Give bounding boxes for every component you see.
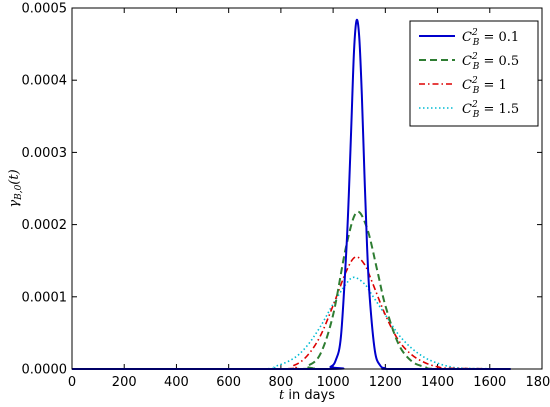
y-tick-label: 0.0004 [22,74,68,89]
y-axis-label-sub: B,0 [14,184,24,200]
y-axis-label-main: γ [7,200,22,208]
x-tick-label: 600 [216,375,241,390]
x-axis-label-rest: in days [284,388,335,403]
x-tick-label: 0 [68,375,76,390]
x-tick-label: 200 [112,375,137,390]
x-tick-label: 1000 [317,375,350,390]
y-tick-label: 0.0005 [22,2,68,17]
y-tick-label: 0.0003 [22,146,68,161]
plot-frame [71,7,543,370]
y-tick-label: 0.0001 [22,290,68,305]
x-tick-label: 400 [164,375,189,390]
x-tick-label: 1400 [421,375,454,390]
y-axis-label-arg: (t) [7,169,22,184]
legend-label: C2 B = 1 [462,76,507,96]
x-tick-label: 1200 [369,375,402,390]
series-line [72,210,511,371]
y-axis-label: γB,0(t) [7,169,24,207]
series-line [72,276,511,370]
series-layer [72,18,511,371]
legend-items: C2 B = 0.1 C2 B = 0.5 C2 B = 1 C2 B = 1.5 [419,28,519,120]
x-axis-label-var: t [279,388,285,403]
x-tick-label: 800 [268,375,293,390]
y-tick-label: 0.0002 [22,218,68,233]
legend-label: C2 B = 0.5 [462,52,519,72]
legend-label: C2 B = 1.5 [462,100,519,120]
x-tick-label: 1600 [473,375,506,390]
y-tick-label: 0.0000 [22,363,68,378]
legend-label: C2 B = 0.1 [462,28,519,48]
legend: C2 B = 0.1 C2 B = 0.5 C2 B = 1 C2 B = 1.5 [409,20,539,127]
series-line [72,18,511,370]
x-axis-label: t in days [279,388,335,403]
series-line [72,256,511,370]
